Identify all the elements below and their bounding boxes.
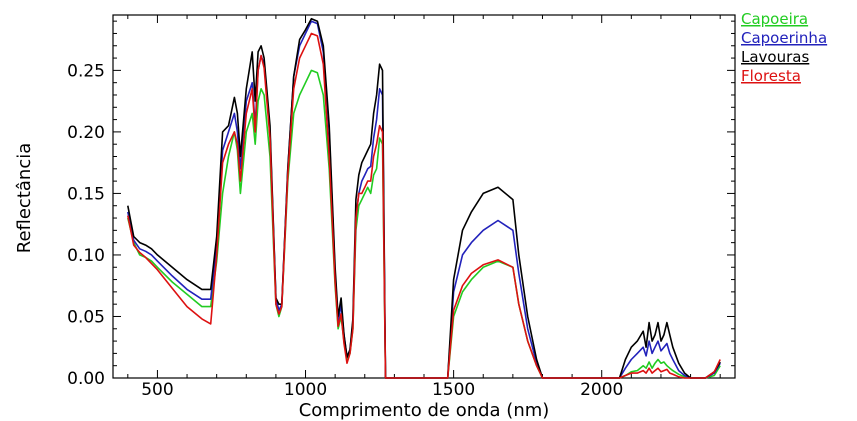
plot-frame	[112, 14, 736, 379]
x-tick-label: 500	[141, 380, 173, 400]
legend-item-capoeira: Capoeira	[741, 10, 808, 28]
y-tick-label: 0.20	[67, 123, 105, 143]
y-tick-label: 0.05	[67, 307, 105, 327]
series-line-lavouras	[127, 17, 721, 379]
legend-item-capoerinha: Capoerinha	[741, 29, 827, 47]
series-line-capoeira	[127, 69, 721, 379]
y-tick-label: 0.25	[67, 61, 105, 81]
y-axis-title: Reflectância	[14, 143, 35, 254]
x-tick-label: 2000	[580, 380, 623, 400]
series-line-floresta	[127, 32, 721, 379]
y-tick-label: 0.15	[67, 184, 105, 204]
series-line-capoerinha	[127, 20, 721, 379]
series-lines	[127, 17, 721, 379]
x-tick-label: 1000	[284, 380, 327, 400]
y-axis: 0.00 0.05 0.10 0.15 0.20 0.25	[67, 20, 735, 389]
legend-item-lavouras: Lavouras	[741, 48, 809, 66]
legend-item-floresta: Floresta	[741, 67, 801, 85]
x-tick-label: 1500	[432, 380, 475, 400]
y-tick-label: 0.00	[67, 369, 105, 389]
x-axis: 500 1000 1500 2000	[127, 15, 721, 400]
y-tick-label: 0.10	[67, 246, 105, 266]
x-axis-title: Comprimento de onda (nm)	[299, 400, 550, 421]
